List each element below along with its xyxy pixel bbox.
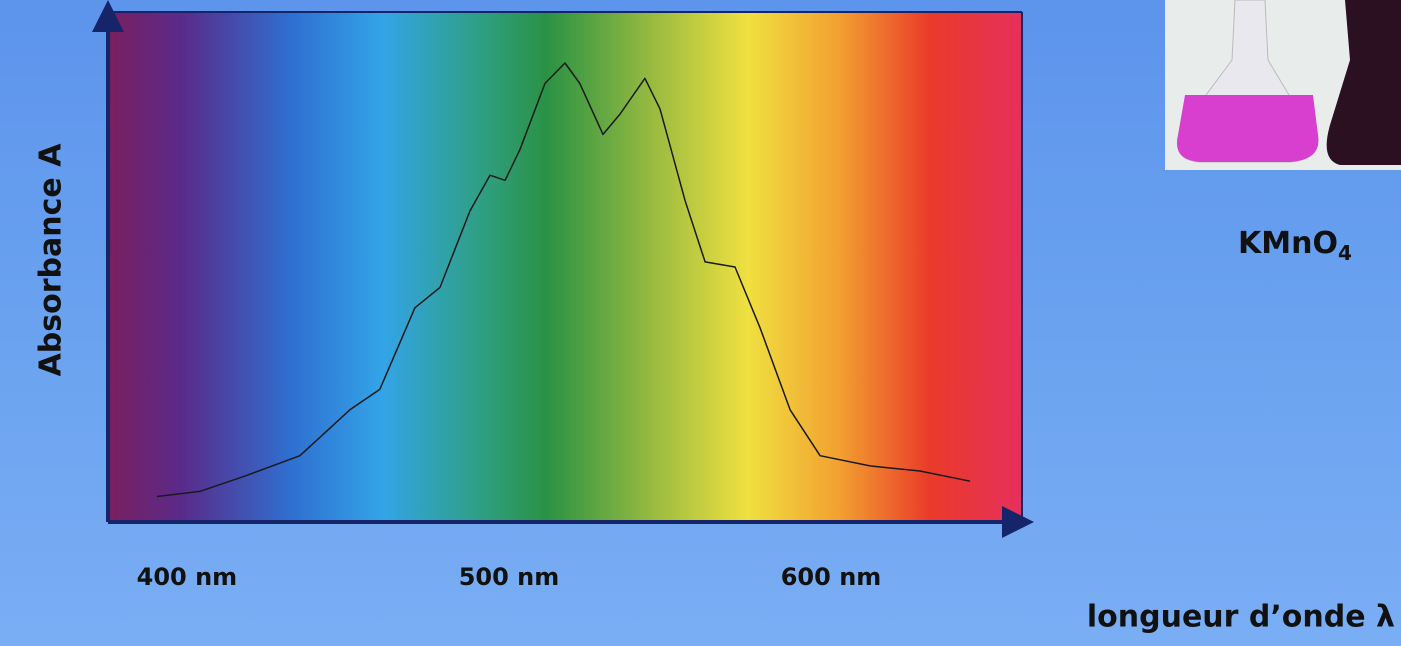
absorbance-curve [156, 62, 971, 498]
caption: KMnO4 [1238, 226, 1352, 265]
y-axis-label: Absorbance A [34, 143, 69, 377]
x-tick-label: 600 nm [781, 563, 882, 591]
x-axis-label: longueur d’onde λ [1087, 600, 1395, 635]
x-tick-label: 400 nm [137, 563, 238, 591]
caption-text: KMnO [1238, 226, 1338, 261]
spectrum-background [108, 12, 1022, 522]
photo [1165, 0, 1401, 170]
x-tick-label: 500 nm [459, 563, 560, 591]
caption-subscript: 4 [1338, 241, 1352, 265]
